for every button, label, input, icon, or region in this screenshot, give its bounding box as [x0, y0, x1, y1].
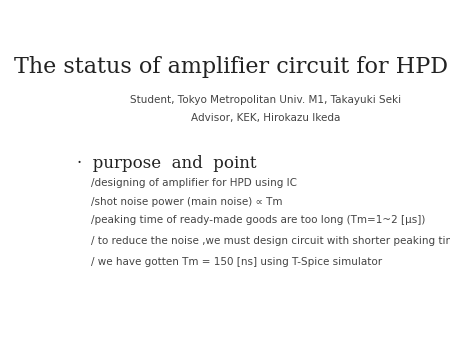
Text: Student, Tokyo Metropolitan Univ. M1, Takayuki Seki: Student, Tokyo Metropolitan Univ. M1, Ta… [130, 95, 401, 105]
Text: / we have gotten Tm = 150 [ns] using T-Spice simulator: / we have gotten Tm = 150 [ns] using T-S… [91, 257, 382, 267]
Text: Advisor, KEK, Hirokazu Ikeda: Advisor, KEK, Hirokazu Ikeda [191, 114, 340, 123]
Text: The status of amplifier circuit for HPD: The status of amplifier circuit for HPD [14, 56, 448, 78]
Text: /peaking time of ready-made goods are too long (Tm=1~2 [μs]): /peaking time of ready-made goods are to… [91, 215, 426, 225]
Text: / to reduce the noise ,we must design circuit with shorter peaking time: / to reduce the noise ,we must design ci… [91, 236, 450, 246]
Text: /shot noise power (main noise) ∝ Tm: /shot noise power (main noise) ∝ Tm [91, 197, 283, 207]
Text: /designing of amplifier for HPD using IC: /designing of amplifier for HPD using IC [91, 178, 297, 189]
Text: ·  purpose  and  point: · purpose and point [77, 155, 256, 172]
